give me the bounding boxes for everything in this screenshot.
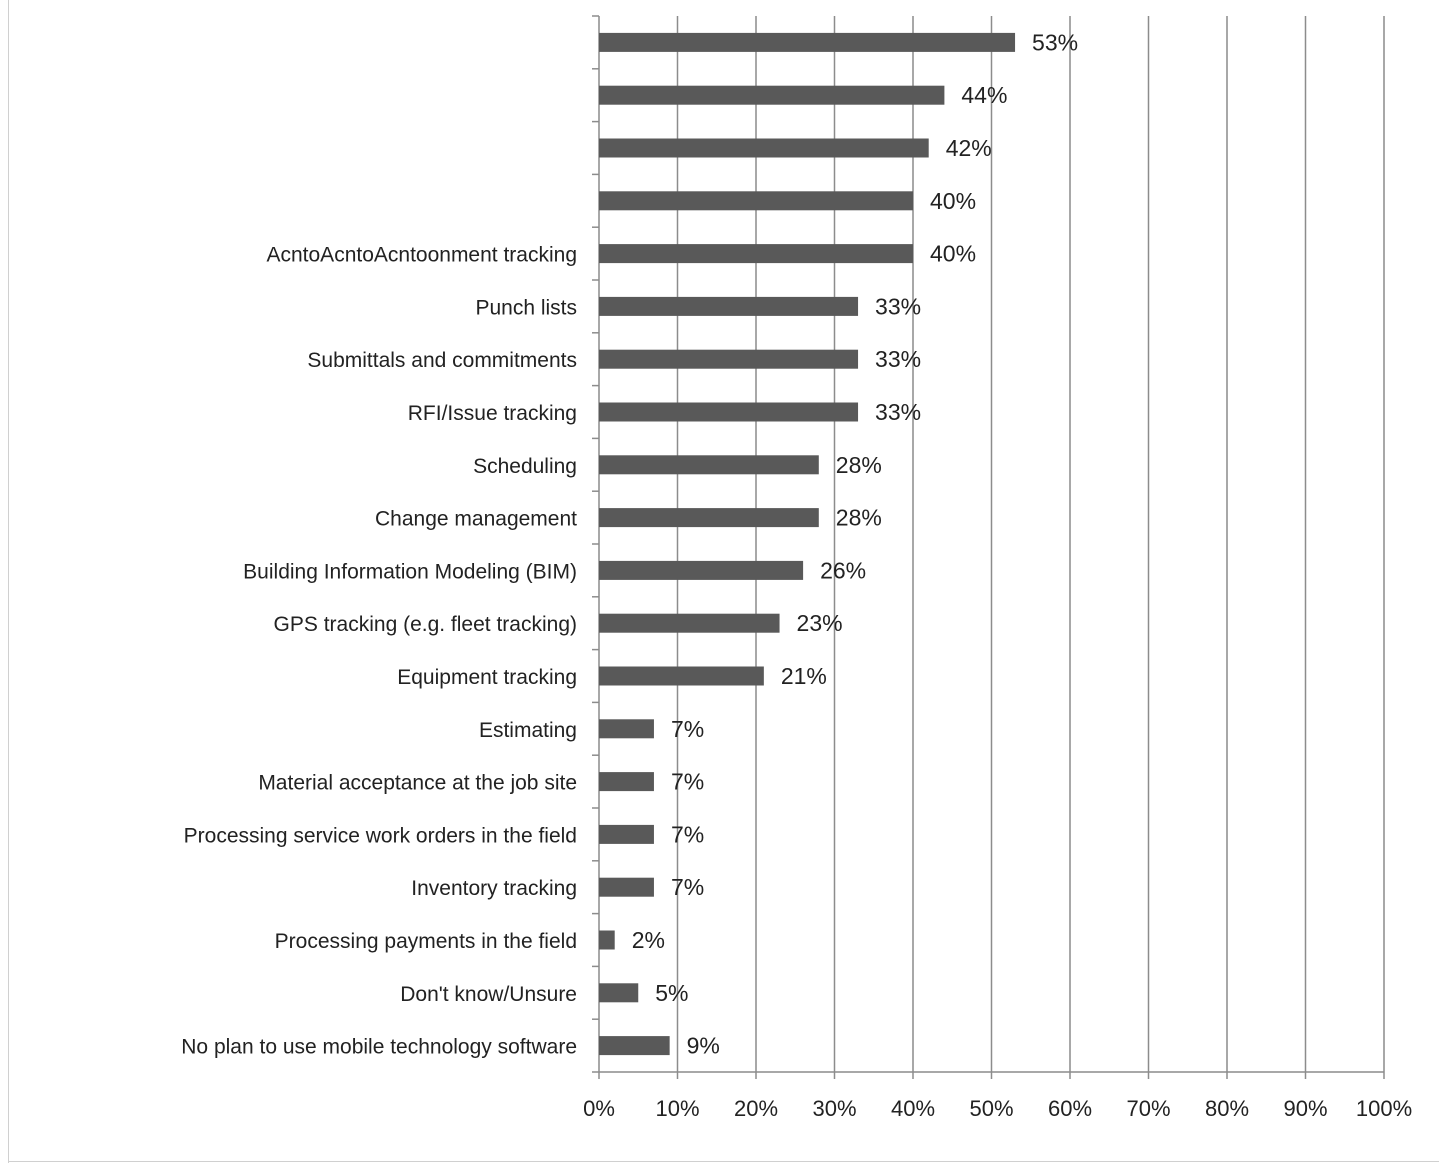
data-label: 33% <box>875 293 921 319</box>
page-border-bottom <box>8 1161 1439 1162</box>
category-label: Material acceptance at the job site <box>258 772 577 795</box>
data-label: 9% <box>687 1033 720 1059</box>
data-label: 26% <box>820 557 866 583</box>
data-label: 7% <box>671 716 704 742</box>
data-label: 33% <box>875 399 921 425</box>
category-label: Punch lists <box>475 296 577 319</box>
category-label: GPS tracking (e.g. fleet tracking) <box>274 613 577 636</box>
bar <box>599 85 945 105</box>
data-label: 40% <box>930 241 976 267</box>
bar <box>599 32 1016 52</box>
bar <box>599 349 859 369</box>
labels: 0% 10% 20% 30% 40% 50% 60% 70% 80% 90% 100% 53% 44% 4… <box>181 29 1412 1121</box>
category-label: RFI/Issue tracking <box>408 402 577 425</box>
category-label: Estimating <box>479 719 577 742</box>
bar <box>599 930 615 950</box>
data-label: 44% <box>961 82 1007 108</box>
bars <box>599 32 1016 1056</box>
category-label: AcntoAcntoAcntoonment tracking <box>266 244 577 267</box>
category-label: Submittals and commitments <box>307 349 577 372</box>
category-label: Don't know/Unsure <box>400 983 577 1006</box>
gridlines <box>676 16 1385 1072</box>
data-label: 23% <box>797 610 843 636</box>
category-label: Inventory tracking <box>411 877 577 900</box>
x-tick-label: 20% <box>734 1096 778 1121</box>
bar <box>599 508 819 528</box>
bar <box>599 455 819 475</box>
data-label: 5% <box>655 980 688 1006</box>
bar <box>599 402 859 422</box>
bar <box>599 296 859 316</box>
bar <box>599 1036 670 1056</box>
category-label: Change management <box>375 508 577 531</box>
bar <box>599 666 764 686</box>
bar <box>599 983 639 1003</box>
data-label: 33% <box>875 346 921 372</box>
bar <box>599 560 804 580</box>
bar <box>599 719 654 739</box>
data-label: 2% <box>632 927 665 953</box>
data-label: 42% <box>946 135 992 161</box>
data-label: 53% <box>1032 29 1078 55</box>
x-tick-label: 80% <box>1205 1096 1249 1121</box>
bar <box>599 877 654 897</box>
bar <box>599 772 654 792</box>
x-tick-label: 70% <box>1126 1096 1170 1121</box>
category-label: Building Information Modeling (BIM) <box>243 560 577 583</box>
data-label: 28% <box>836 452 882 478</box>
bar <box>599 613 780 633</box>
data-label: 7% <box>671 769 704 795</box>
data-label: 40% <box>930 188 976 214</box>
x-tick-label: 100% <box>1356 1096 1412 1121</box>
x-tick-label: 10% <box>655 1096 699 1121</box>
bar <box>599 824 654 844</box>
page-border-left <box>8 0 9 1163</box>
category-label: No plan to use mobile technology softwar… <box>181 1036 577 1059</box>
bar <box>599 138 929 158</box>
x-tick-label: 30% <box>812 1096 856 1121</box>
bar <box>599 191 913 211</box>
x-tick-label: 40% <box>891 1096 935 1121</box>
axes <box>592 15 1385 1079</box>
x-tick-label: 60% <box>1048 1096 1092 1121</box>
data-label: 7% <box>671 821 704 847</box>
data-label: 7% <box>671 874 704 900</box>
category-label: Processing service work orders in the fi… <box>184 824 577 847</box>
x-tick-label: 90% <box>1283 1096 1327 1121</box>
category-label: Scheduling <box>473 455 577 478</box>
data-label: 28% <box>836 505 882 531</box>
x-tick-label: 50% <box>969 1096 1013 1121</box>
bar <box>599 244 913 264</box>
data-label: 21% <box>781 663 827 689</box>
x-tick-label: 0% <box>583 1096 615 1121</box>
category-label: Equipment tracking <box>397 666 577 689</box>
category-label: Processing payments in the field <box>275 930 577 953</box>
